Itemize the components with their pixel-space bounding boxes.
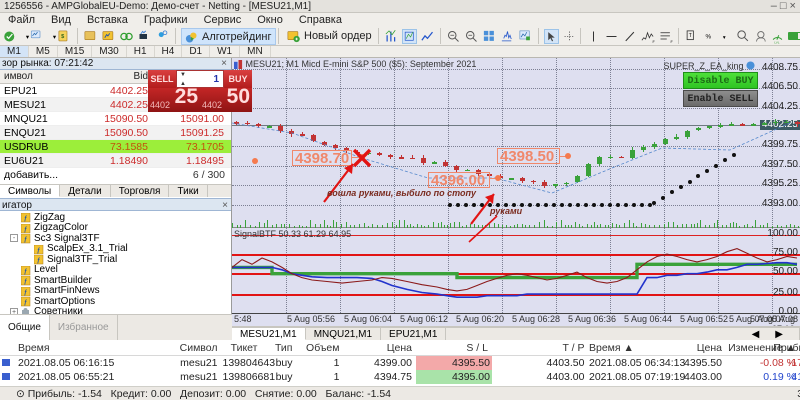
svg-text:▾: ▾	[723, 35, 726, 41]
svg-text:F: F	[653, 40, 656, 44]
svg-text:T: T	[689, 33, 692, 39]
svg-text:%: %	[705, 33, 711, 40]
svg-text:LVL: LVL	[774, 40, 780, 44]
svg-text:▾: ▾	[53, 34, 56, 41]
svg-text:F: F	[671, 40, 674, 44]
svg-text:▾: ▾	[26, 34, 29, 41]
